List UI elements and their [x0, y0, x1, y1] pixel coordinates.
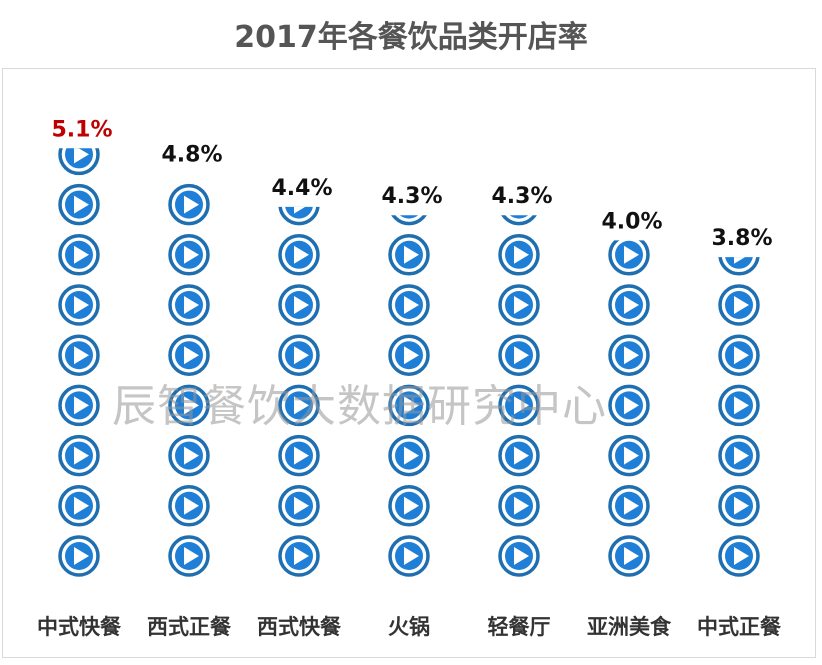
play-icon	[608, 434, 650, 477]
icon-column	[278, 206, 320, 577]
icon-column	[58, 148, 100, 577]
play-icon	[388, 284, 430, 326]
play-icon	[278, 384, 320, 427]
play-icon	[278, 206, 320, 226]
play-icon	[58, 434, 100, 477]
data-label: 4.3%	[381, 184, 442, 209]
category-label: 西式正餐	[147, 615, 232, 639]
play-icon	[278, 485, 320, 527]
icon-column	[388, 215, 430, 577]
play-icon	[388, 535, 430, 577]
play-icon	[58, 284, 100, 326]
category-label: 中式正餐	[697, 615, 782, 639]
play-icon	[388, 334, 430, 376]
play-icon	[278, 434, 320, 477]
category-label: 中式快餐	[37, 615, 122, 639]
play-icon	[388, 234, 430, 276]
play-icon	[498, 384, 540, 427]
play-icon	[58, 485, 100, 527]
play-icon	[718, 284, 760, 326]
icon-column	[718, 257, 760, 577]
play-icon	[498, 535, 540, 577]
play-icon	[168, 434, 210, 477]
play-icon	[168, 334, 210, 376]
play-icon	[608, 384, 650, 427]
play-icon	[498, 485, 540, 527]
data-label: 5.1%	[51, 117, 112, 142]
play-icon	[168, 485, 210, 527]
category-label: 西式快餐	[257, 615, 342, 639]
play-icon	[388, 485, 430, 527]
play-icon	[168, 535, 210, 577]
chart-title: 2017年各餐饮品类开店率	[234, 20, 588, 55]
icon-column	[608, 240, 650, 577]
play-icon	[498, 334, 540, 376]
category-label: 轻餐厅	[488, 615, 551, 639]
play-icon	[498, 434, 540, 477]
play-icon	[718, 535, 760, 577]
data-label: 4.8%	[161, 142, 222, 167]
play-icon	[58, 234, 100, 276]
icon-column	[498, 215, 540, 577]
icon-column	[168, 183, 210, 577]
category-label: 火锅	[388, 615, 430, 639]
play-icon	[608, 334, 650, 376]
data-label: 3.8%	[711, 226, 772, 251]
chart-frame	[2, 68, 816, 658]
data-label: 4.4%	[271, 176, 332, 201]
play-icon	[168, 284, 210, 326]
play-icon	[278, 334, 320, 376]
play-icon	[608, 485, 650, 527]
play-icon	[58, 384, 100, 427]
play-icon	[168, 384, 210, 427]
watermark: 辰智餐饮大数据研究中心	[112, 381, 607, 432]
play-icon	[58, 183, 100, 226]
play-icon	[58, 334, 100, 376]
play-icon	[718, 384, 760, 427]
play-icon	[58, 148, 100, 176]
play-icon	[498, 234, 540, 276]
play-icon	[718, 434, 760, 477]
play-icon	[278, 284, 320, 326]
data-label: 4.0%	[601, 209, 662, 234]
play-icon	[718, 485, 760, 527]
play-icon	[278, 535, 320, 577]
play-icon	[168, 234, 210, 276]
data-label: 4.3%	[491, 184, 552, 209]
play-icon	[608, 535, 650, 577]
play-icon	[388, 434, 430, 477]
play-icon	[388, 384, 430, 427]
play-icon	[58, 535, 100, 577]
category-label: 亚洲美食	[587, 615, 672, 639]
play-icon	[608, 240, 650, 276]
play-icon	[168, 183, 210, 226]
play-icon	[501, 215, 537, 226]
play-icon	[608, 284, 650, 326]
play-icon	[718, 334, 760, 376]
play-icon	[391, 215, 427, 226]
play-icon	[498, 284, 540, 326]
play-icon	[718, 257, 760, 276]
play-icon	[278, 234, 320, 276]
